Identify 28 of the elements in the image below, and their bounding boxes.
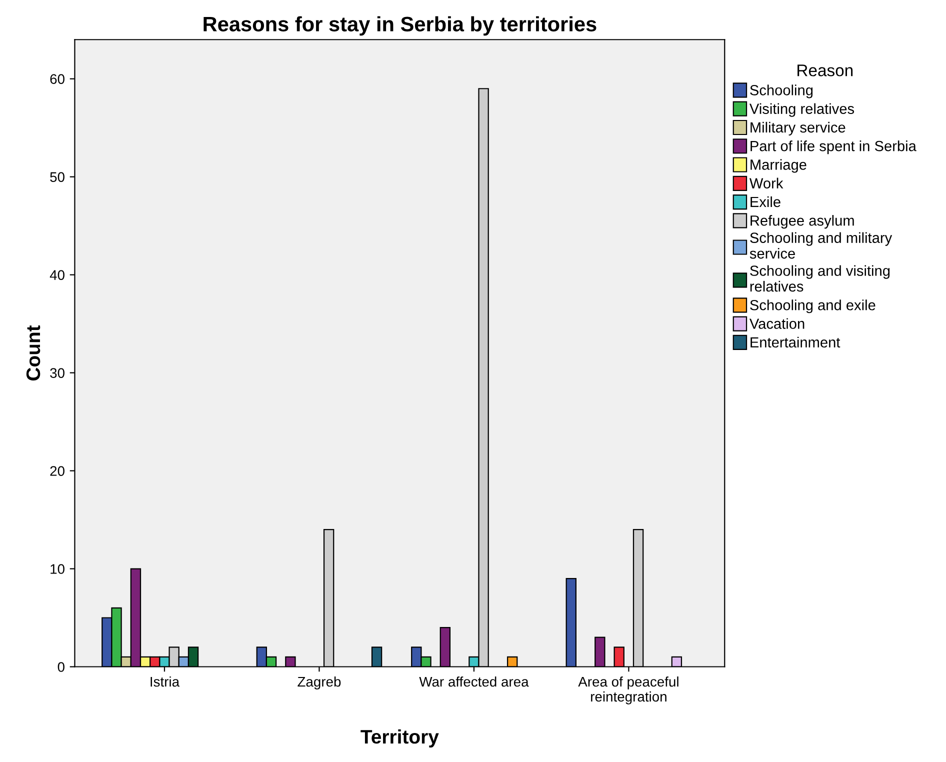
y-tick-label: 0 bbox=[58, 662, 64, 672]
legend-label: Marriage bbox=[750, 159, 806, 173]
legend-label: Military service bbox=[750, 122, 846, 136]
y-tick-label: 60 bbox=[50, 74, 64, 84]
legend-label: Schooling and visiting relatives bbox=[750, 265, 890, 292]
legend-label: Part of life spent in Serbia bbox=[750, 140, 916, 154]
legend-label: Schooling bbox=[750, 84, 813, 98]
y-tick-label: 20 bbox=[50, 466, 64, 476]
y-tick-label: 50 bbox=[50, 172, 64, 182]
legend-label: Entertainment bbox=[750, 336, 840, 348]
chart-title: Reasons for stay in Serbia by territories bbox=[204, 16, 596, 36]
x-tick-label: Istria bbox=[150, 676, 180, 687]
x-tick-label: Zagreb bbox=[298, 676, 341, 690]
y-tick-label: 30 bbox=[50, 368, 64, 378]
legend-title: Reason bbox=[798, 64, 853, 76]
legend-label: Refugee asylum bbox=[750, 215, 854, 229]
legend-label: Vacation bbox=[749, 318, 804, 329]
legend-label: Schooling and exile bbox=[750, 300, 876, 314]
y-axis-title: Count bbox=[26, 325, 40, 380]
x-axis-title: Territory bbox=[360, 729, 439, 748]
legend-label: Exile bbox=[750, 196, 780, 208]
y-tick-label: 10 bbox=[50, 564, 64, 574]
x-tick-label: War affected area bbox=[419, 676, 529, 687]
legend-label: Work bbox=[749, 178, 784, 188]
x-tick-label: Area of peaceful reintegration bbox=[578, 676, 678, 704]
legend-label: Visiting relatives bbox=[749, 103, 854, 117]
y-tick-label: 40 bbox=[50, 270, 64, 280]
legend-label: Schooling and military service bbox=[750, 232, 892, 259]
